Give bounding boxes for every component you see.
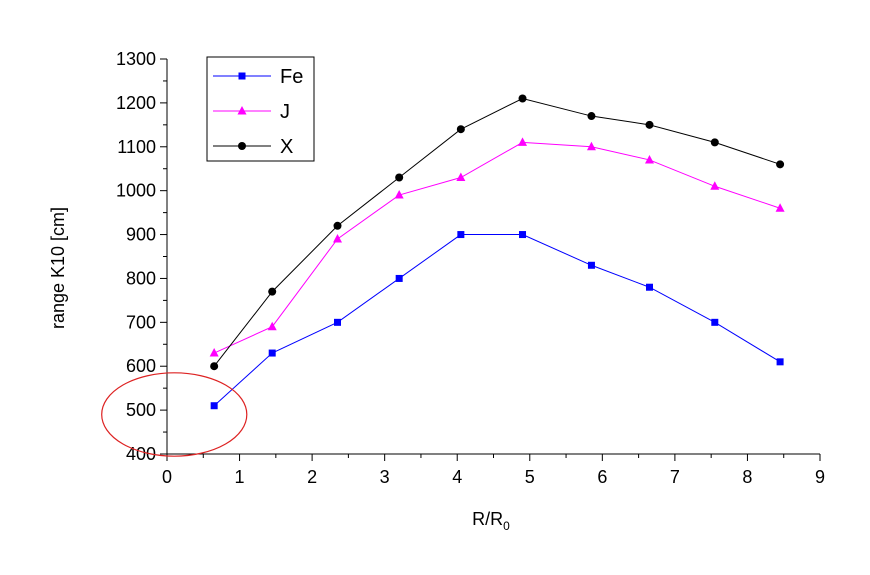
data-point-x — [210, 362, 219, 371]
series-line-x — [213, 97, 781, 367]
data-point-x — [268, 287, 277, 296]
legend-entry-j: J — [213, 101, 290, 123]
x-tick-label: 1 — [235, 467, 245, 487]
data-point-fe — [776, 358, 784, 366]
legend-marker-fe — [238, 72, 246, 80]
y-tick-label: 1200 — [116, 93, 156, 113]
data-point-x — [395, 173, 404, 182]
data-point-fe — [395, 274, 403, 282]
y-tick-label: 900 — [126, 225, 156, 245]
series-line-fe — [213, 234, 781, 407]
y-tick-label: 600 — [126, 356, 156, 376]
x-axis-title-subscript: 0 — [503, 519, 510, 533]
data-point-fe — [334, 318, 342, 326]
data-point-x — [333, 221, 342, 230]
data-point-j — [456, 172, 466, 181]
data-point-j — [775, 203, 785, 212]
x-tick-label: 3 — [380, 467, 390, 487]
data-point-j — [518, 137, 528, 146]
data-point-x — [587, 112, 596, 121]
x-tick-label: 7 — [670, 467, 680, 487]
data-point-j — [644, 154, 654, 164]
series-fe — [210, 231, 784, 410]
data-point-j — [710, 181, 720, 190]
x-axis-title: R/R0 — [472, 509, 510, 533]
data-point-x — [710, 138, 719, 147]
series-j — [209, 137, 785, 357]
y-axis-title: range K10 [cm] — [48, 207, 68, 329]
y-tick-label: 500 — [126, 400, 156, 420]
data-point-x — [518, 94, 527, 103]
legend-entries: Fe JX — [213, 66, 303, 158]
legend-label-j: J — [280, 101, 290, 123]
legend-entry-x: X — [213, 136, 293, 158]
legend-label-x: X — [280, 136, 293, 158]
x-tick-label: 8 — [742, 467, 752, 487]
x-axis-title-main: R/R — [472, 509, 503, 529]
x-tick-label: 2 — [307, 467, 317, 487]
data-point-fe — [210, 402, 218, 410]
highlight-ellipse — [101, 372, 248, 457]
y-tick-label: 1100 — [117, 137, 156, 157]
x-tick-label: 4 — [452, 467, 462, 487]
y-tick-label: 1000 — [116, 181, 156, 201]
series-x — [210, 94, 785, 371]
y-tick-label: 1300 — [116, 49, 156, 69]
y-tick-label: 800 — [126, 268, 156, 288]
data-point-x — [645, 120, 654, 129]
x-tick-label: 6 — [597, 467, 607, 487]
data-point-j — [586, 141, 596, 151]
x-tick-label: 0 — [162, 467, 172, 487]
data-point-j — [267, 321, 277, 331]
y-tick-label: 700 — [126, 312, 156, 332]
data-point-fe — [457, 231, 465, 239]
data-point-j — [209, 348, 219, 357]
data-point-j — [333, 233, 343, 243]
x-tick-label: 5 — [525, 467, 535, 487]
legend-marker-j — [237, 106, 247, 115]
data-point-fe — [711, 318, 719, 326]
data-point-fe — [587, 261, 595, 269]
x-axis-ticks: 0 1 2 3 4 5 6 7 8 9 — [162, 454, 825, 487]
legend-box — [206, 56, 315, 162]
legend-marker-x — [238, 142, 246, 150]
legend-entry-fe: Fe — [213, 66, 303, 88]
annotation-layer — [101, 372, 248, 457]
legend-label-fe: Fe — [280, 66, 303, 88]
series-line-j — [213, 141, 781, 354]
legend: Fe JX — [206, 56, 315, 162]
data-point-fe — [268, 349, 276, 357]
data-point-x — [456, 125, 465, 134]
data-point-fe — [519, 231, 527, 239]
data-point-j — [394, 190, 404, 199]
data-point-x — [776, 160, 785, 169]
series-layer — [209, 94, 785, 410]
x-tick-label: 9 — [815, 467, 825, 487]
data-point-fe — [645, 283, 653, 291]
